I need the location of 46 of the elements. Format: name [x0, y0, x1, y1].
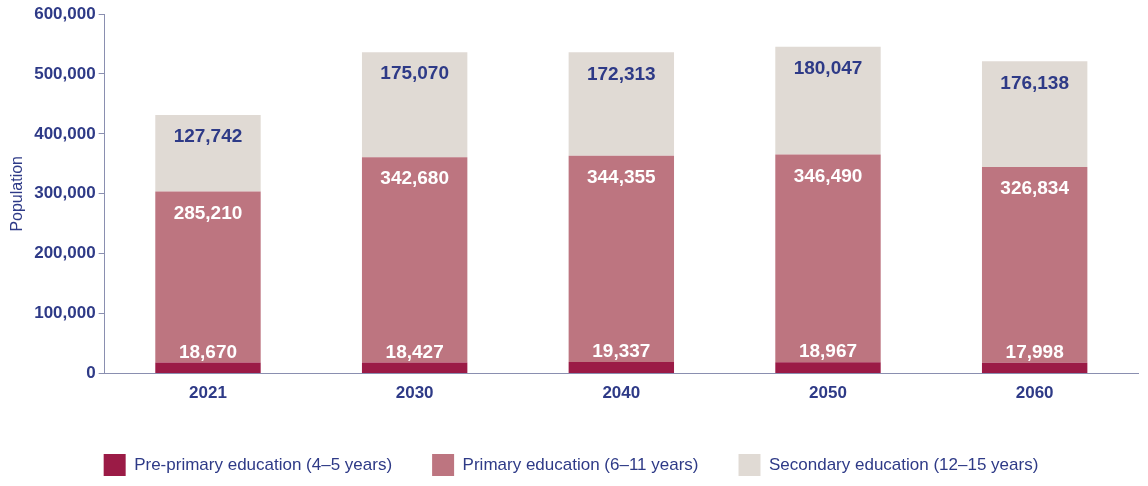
y-tick-label: 200,000 [34, 243, 96, 263]
x-tick-label: 2021 [189, 383, 227, 403]
data-label: 127,742 [173, 125, 243, 147]
bar [775, 362, 881, 374]
data-label: 344,355 [586, 165, 657, 187]
data-label: 17,998 [1005, 341, 1064, 363]
bar [981, 362, 1088, 374]
y-tick-label: 0 [86, 363, 96, 383]
data-label: 326,834 [1000, 177, 1070, 199]
bar [775, 154, 881, 363]
data-label: 342,680 [380, 167, 449, 189]
x-tick-label: 2050 [809, 383, 847, 403]
bar [981, 166, 1088, 363]
legend-label: Secondary education (12–15 years) [769, 454, 1039, 474]
data-label: 18,967 [798, 340, 858, 362]
y-tick-label: 100,000 [34, 303, 96, 323]
y-tick-label: 600,000 [34, 3, 96, 23]
bar [568, 52, 675, 156]
x-tick-label: 2040 [602, 383, 641, 403]
bar [361, 52, 468, 158]
bar [155, 191, 261, 363]
data-label: 346,490 [793, 164, 863, 186]
data-label: 285,210 [173, 201, 243, 223]
data-label: 172,313 [586, 62, 656, 84]
bar [981, 61, 1088, 167]
bar [775, 46, 881, 155]
data-label: 18,427 [385, 340, 444, 362]
data-label: 175,070 [380, 62, 449, 84]
data-label: 176,138 [1000, 71, 1070, 93]
data-label: 180,047 [793, 56, 863, 78]
bar [155, 114, 261, 192]
bar [361, 362, 468, 374]
bar [568, 362, 675, 374]
bar [155, 362, 261, 374]
x-tick-label: 2060 [1015, 383, 1054, 403]
y-axis-title: Population [8, 155, 26, 232]
legend-label: Primary education (6–11 years) [462, 454, 699, 474]
y-tick-label: 400,000 [34, 123, 96, 143]
bar [568, 155, 675, 363]
x-tick-label: 2030 [395, 383, 434, 403]
y-tick-label: 300,000 [34, 183, 96, 203]
bar [361, 157, 468, 363]
data-label: 19,337 [592, 340, 651, 362]
data-label: 18,670 [178, 340, 238, 362]
legend-label: Pre-primary education (4–5 years) [134, 454, 393, 474]
y-tick-label: 500,000 [34, 63, 96, 83]
